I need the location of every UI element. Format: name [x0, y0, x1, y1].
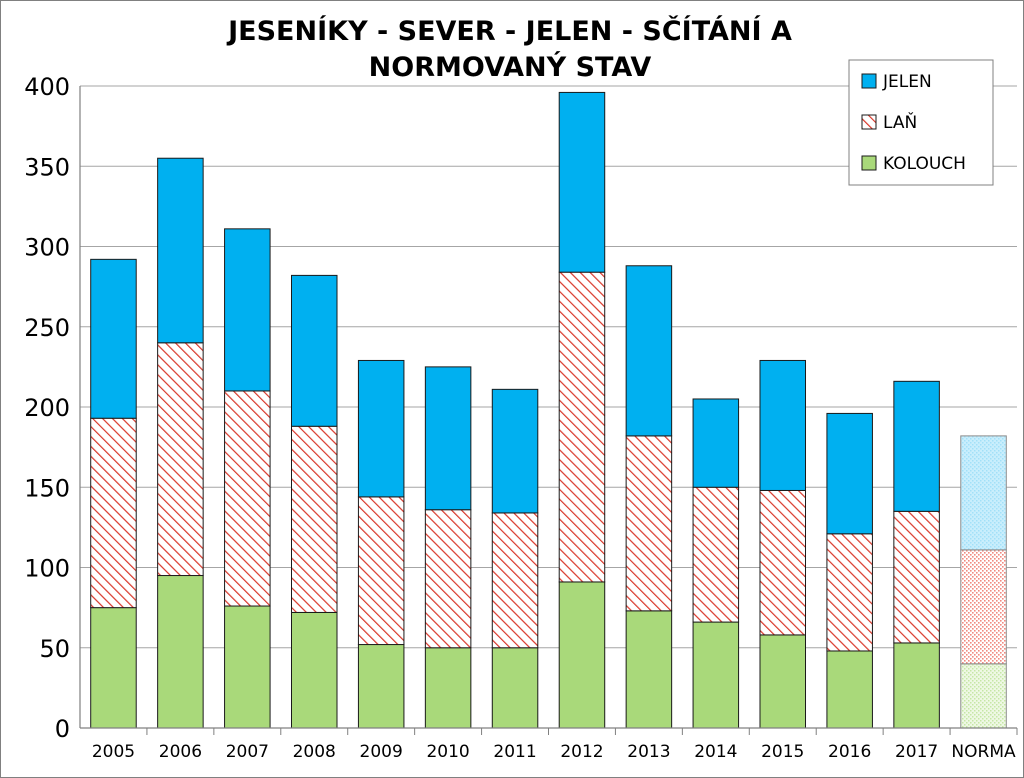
bar-jelen-2012 [558, 91, 606, 273]
x-tick-label: 2012 [560, 742, 603, 762]
bar-jelen-2017 [893, 380, 940, 512]
bar-kolouch-2013 [625, 610, 673, 729]
y-tick-label: 400 [24, 73, 70, 101]
bar-kolouch-norma [960, 663, 1007, 729]
x-tick-label: 2014 [694, 742, 737, 762]
legend-swatch-kolouch [861, 155, 877, 171]
bar-laň-2011 [491, 512, 539, 649]
bar-jelen-2007 [224, 228, 271, 392]
x-tick-label: 2015 [761, 742, 804, 762]
x-tick-label: 2007 [226, 742, 269, 762]
bar-kolouch-2008 [290, 611, 338, 729]
y-tick-label: 250 [24, 314, 70, 342]
legend-label-jelen: JELEN [882, 72, 932, 92]
bar-laň-2007 [224, 390, 271, 607]
legend-swatch-jelen [861, 73, 877, 89]
y-tick-label: 300 [24, 234, 70, 262]
bar-kolouch-2005 [90, 607, 137, 729]
x-tick-label: 2008 [293, 742, 336, 762]
x-tick-label: 2017 [895, 742, 938, 762]
bar-kolouch-2015 [759, 634, 807, 729]
x-tick-label: NORMA [951, 742, 1016, 762]
legend-label-kolouch: KOLOUCH [883, 154, 966, 174]
bar-laň-2014 [692, 486, 740, 623]
y-tick-label: 200 [24, 394, 70, 422]
x-tick-label: 2011 [493, 742, 536, 762]
bar-laň-norma [960, 549, 1007, 665]
bar-laň-2006 [157, 342, 204, 577]
legend-swatch-laň [861, 114, 877, 130]
x-tick-label: 2013 [627, 742, 670, 762]
y-tick-label: 350 [24, 153, 70, 181]
bar-laň-2010 [424, 509, 472, 649]
bar-kolouch-2007 [224, 605, 271, 729]
legend: JELEN LAŇ KOLOUCH [848, 59, 994, 186]
bar-jelen-2008 [290, 274, 338, 427]
bar-laň-2008 [290, 425, 338, 613]
bar-laň-2015 [759, 489, 807, 636]
bar-jelen-2011 [491, 388, 539, 514]
bars [90, 91, 1007, 729]
bar-laň-2017 [893, 510, 940, 644]
bar-kolouch-2012 [558, 581, 606, 729]
bar-kolouch-2016 [826, 650, 873, 729]
bar-laň-2009 [357, 496, 405, 646]
bar-kolouch-2014 [692, 621, 740, 729]
chart-title-line-1: JESENÍKY - SEVER - JELEN - SČÍTÁNÍ A [228, 16, 792, 47]
x-tick-label: 2010 [426, 742, 469, 762]
bar-jelen-2005 [90, 258, 137, 419]
y-tick-label: 100 [24, 555, 70, 583]
bar-kolouch-2017 [893, 642, 940, 729]
bar-jelen-2014 [692, 398, 740, 488]
bar-kolouch-2011 [491, 647, 539, 729]
x-tick-label: 2006 [159, 742, 202, 762]
y-tick-label: 0 [55, 715, 70, 743]
bar-jelen-2013 [625, 265, 673, 437]
bar-jelen-2016 [826, 412, 873, 535]
bar-kolouch-2010 [424, 647, 472, 729]
x-tick-label: 2016 [828, 742, 871, 762]
bar-laň-2013 [625, 435, 673, 612]
y-tick-label: 150 [24, 474, 70, 502]
bar-laň-2016 [826, 533, 873, 652]
bar-kolouch-2009 [357, 644, 405, 729]
bar-jelen-2010 [424, 366, 472, 511]
bar-jelen-2006 [157, 157, 204, 344]
y-tick-label: 50 [39, 635, 70, 663]
x-axis: 2005 2006 2007 2008 2009 2010 2011 2012 2013 2014… [80, 727, 1018, 762]
chart-title: JESENÍKY - SEVER - JELEN - SČÍTÁNÍ A NOR… [150, 14, 870, 86]
x-tick-label: 2005 [92, 742, 135, 762]
bar-kolouch-2006 [157, 575, 204, 729]
bar-laň-2005 [90, 417, 137, 609]
chart-title-line-2: NORMOVANÝ STAV [368, 52, 652, 83]
bar-jelen-norma [960, 435, 1007, 551]
y-axis: 0 50 100 150 200 250 300 350 400 [24, 73, 81, 743]
x-tick-label: 2009 [360, 742, 403, 762]
bar-jelen-2009 [357, 359, 405, 498]
bar-laň-2012 [558, 271, 606, 583]
bar-jelen-2015 [759, 359, 807, 491]
legend-label-laň: LAŇ [883, 111, 917, 133]
